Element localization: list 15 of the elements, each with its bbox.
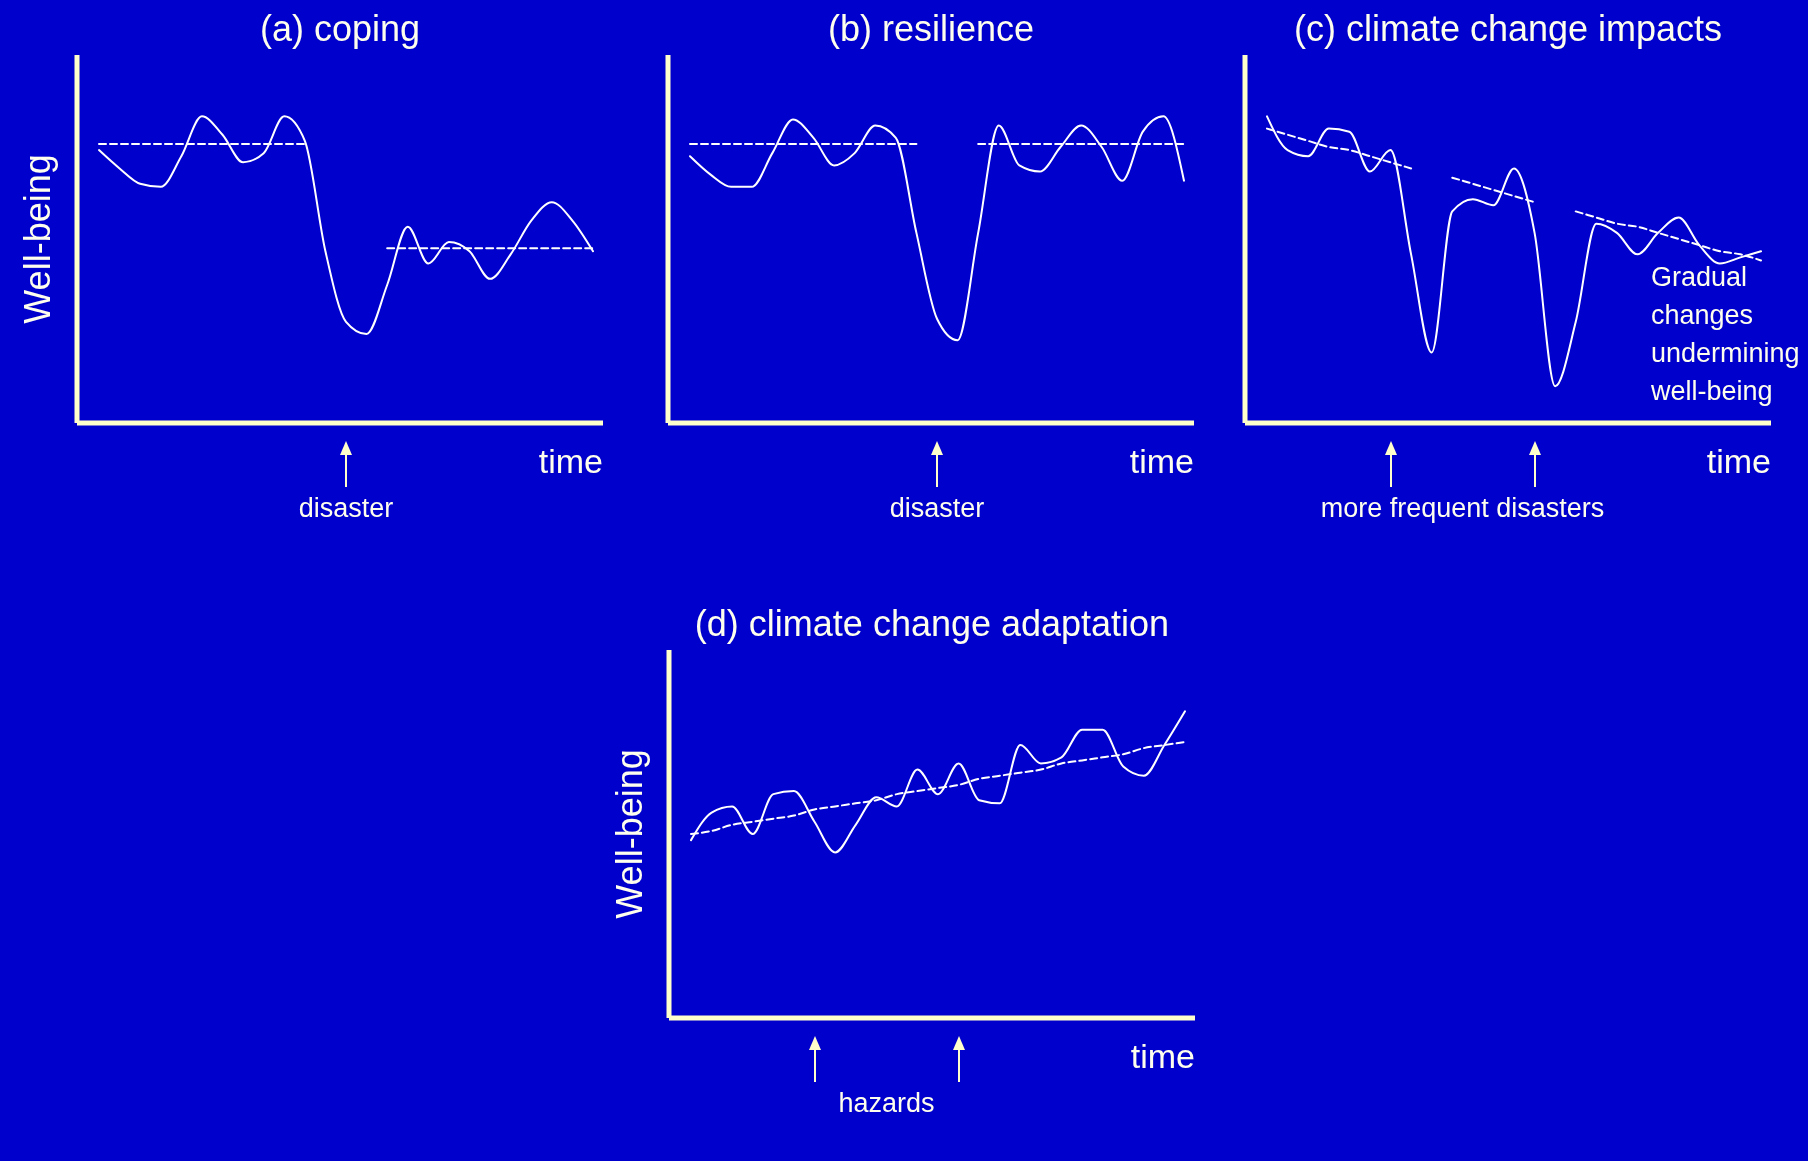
text: hazards xyxy=(837,1088,936,1119)
x-axis-title: time xyxy=(1129,442,1194,480)
x-axis-title: time xyxy=(538,442,603,480)
chart-title: (b) resilience xyxy=(826,8,1036,50)
y-axis-title: Well-being xyxy=(16,154,58,324)
chart-title: (d) climate change adaptation xyxy=(693,603,1171,645)
y-axis-title: Well-being xyxy=(608,749,650,919)
annotation: Gradual changes undermining well-being xyxy=(1651,261,1801,408)
text: more frequent disasters xyxy=(1319,493,1606,524)
text: disaster xyxy=(888,493,986,524)
x-axis-title: time xyxy=(1130,1037,1195,1075)
chart-title: (a) coping xyxy=(258,8,422,50)
x-axis-title: time xyxy=(1706,442,1771,480)
chart-title: (c) climate change impacts xyxy=(1292,8,1724,50)
text: disaster xyxy=(297,493,395,524)
